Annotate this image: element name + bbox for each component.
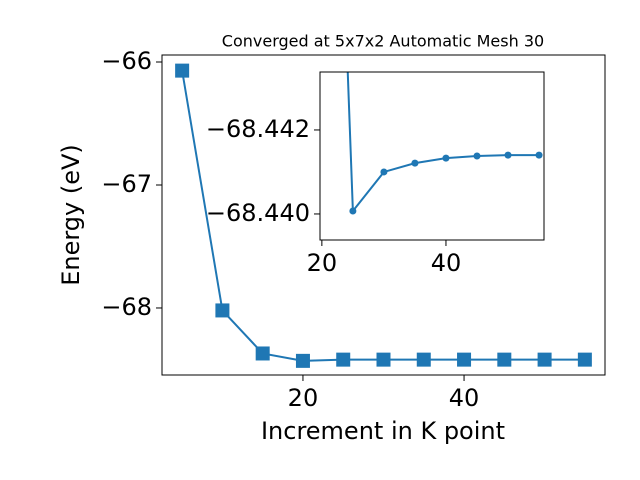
axes-frame <box>161 54 606 376</box>
plot-content <box>175 63 592 368</box>
y-tick-label: −66 <box>101 47 152 75</box>
x-tick-label: 20 <box>307 249 338 277</box>
marker <box>535 151 543 159</box>
y-tick-label: −68 <box>101 293 152 321</box>
marker <box>577 352 592 367</box>
y-tick-label: −67 <box>101 170 152 198</box>
x-axis-label: Increment in K point <box>261 417 505 445</box>
marker <box>473 152 481 160</box>
marker <box>457 352 472 367</box>
marker <box>376 352 391 367</box>
marker <box>255 346 270 361</box>
x-tick-label: 40 <box>431 249 462 277</box>
plot-content <box>346 72 543 215</box>
x-tick-label: 40 <box>449 384 480 412</box>
marker <box>295 353 310 368</box>
marker <box>411 159 419 167</box>
axes-frame <box>319 71 545 241</box>
marker <box>416 352 431 367</box>
marker <box>215 303 230 318</box>
chart-title: Converged at 5x7x2 Automatic Mesh 30 <box>222 32 544 51</box>
marker <box>380 168 388 176</box>
x-tick-label: 20 <box>288 384 319 412</box>
marker <box>336 352 351 367</box>
marker <box>504 151 512 159</box>
y-axis-label: Energy (eV) <box>57 144 85 286</box>
y-tick-label: −68.440 <box>206 199 310 227</box>
marker <box>537 352 552 367</box>
marker <box>175 63 190 78</box>
series-line <box>346 72 540 214</box>
marker <box>497 352 512 367</box>
marker <box>442 154 450 162</box>
marker <box>349 207 357 215</box>
y-tick-label: −68.442 <box>206 115 310 143</box>
